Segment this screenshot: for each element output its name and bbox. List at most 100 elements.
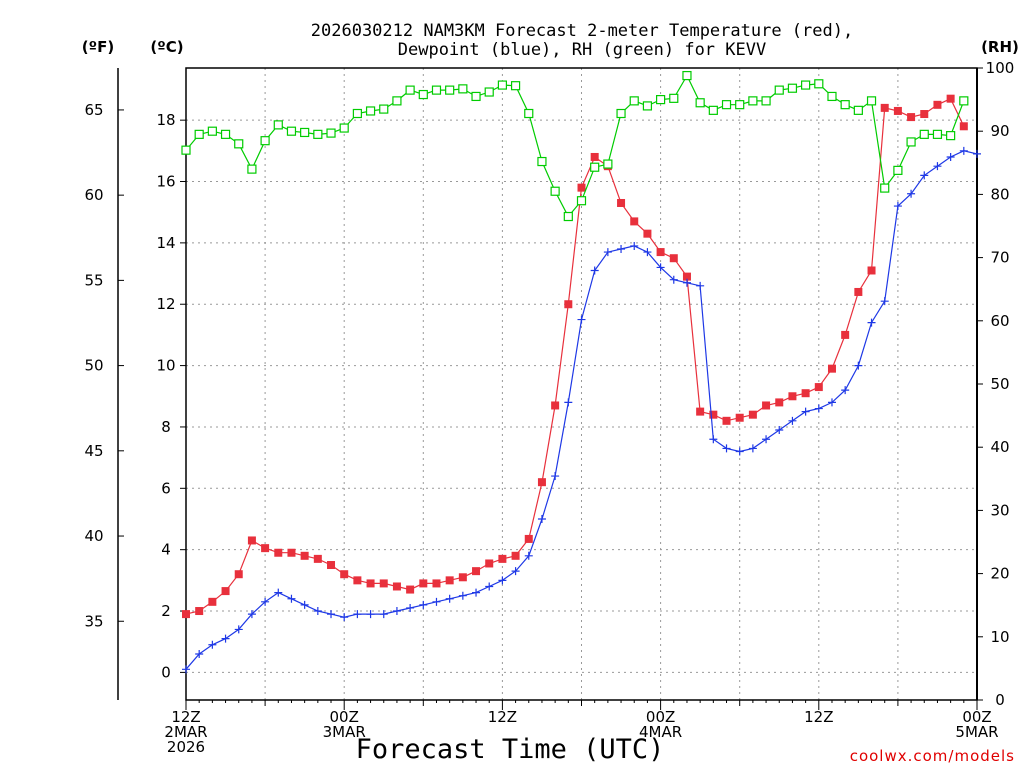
- dewpoint-point: [762, 435, 771, 444]
- 2-meter-temperature-point: [841, 330, 850, 339]
- dewpoint-point: [537, 514, 546, 523]
- dewpoint-point: [973, 149, 981, 158]
- dewpoint-point: [801, 407, 810, 416]
- 2-meter-temperature-point: [814, 383, 823, 392]
- rh-point: [431, 85, 442, 95]
- celsius-unit-label: (ºC): [150, 38, 183, 56]
- rh-point: [853, 105, 863, 115]
- rh-point: [735, 100, 745, 110]
- rh-point: [445, 85, 455, 95]
- dewpoint-point: [458, 591, 467, 600]
- rh-point: [550, 186, 560, 196]
- rh-point: [959, 96, 969, 106]
- dewpoint-point: [208, 640, 217, 649]
- rh-point: [234, 139, 244, 149]
- rh-point: [761, 96, 771, 106]
- 2-meter-temperature-point: [472, 567, 481, 576]
- rh-point: [497, 80, 507, 90]
- rh-point: [260, 136, 270, 146]
- fahrenheit-tick-label: 40: [84, 527, 103, 545]
- fahrenheit-tick-label: 50: [84, 357, 103, 375]
- 2-meter-temperature-point: [709, 410, 718, 419]
- rh-point: [866, 96, 877, 106]
- dewpoint-point: [287, 594, 296, 603]
- dewpoint-point: [472, 588, 481, 597]
- rh-tick-label: 70: [990, 249, 1009, 267]
- rh-point: [405, 85, 415, 95]
- dewpoint-point: [920, 171, 929, 180]
- rh-point: [207, 126, 217, 136]
- dewpoint-point: [511, 567, 520, 576]
- rh-point: [326, 128, 336, 138]
- dewpoint-point: [617, 245, 626, 254]
- dewpoint-point: [182, 665, 190, 674]
- rh-point: [524, 108, 534, 119]
- dewpoint-point: [854, 361, 863, 370]
- x-tick-label: 4MAR: [639, 723, 682, 741]
- rh-point: [616, 108, 626, 119]
- dewpoint-point: [432, 597, 441, 606]
- rh-point: [721, 100, 732, 110]
- 2-meter-temperature-point: [406, 585, 415, 594]
- 2-meter-temperature-point: [920, 110, 929, 119]
- 2-meter-temperature-point: [300, 551, 309, 560]
- dewpoint-point: [406, 603, 415, 612]
- fahrenheit-tick-label: 45: [84, 442, 103, 460]
- dewpoint-point: [722, 444, 731, 453]
- rh-point: [655, 94, 666, 105]
- rh-point: [273, 120, 283, 130]
- fahrenheit-tick-label: 55: [84, 271, 103, 289]
- 2-meter-temperature-point: [419, 579, 428, 588]
- dewpoint-point: [485, 582, 494, 591]
- celsius-tick-label: 0: [161, 663, 171, 681]
- dewpoint-point: [524, 551, 533, 560]
- dewpoint-point: [313, 607, 322, 616]
- rh-point: [286, 126, 297, 136]
- dewpoint-point: [603, 248, 612, 257]
- rh-point: [919, 129, 929, 139]
- rh-point: [827, 91, 837, 102]
- dewpoint-point: [353, 610, 362, 619]
- 2-meter-temperature-point: [590, 152, 599, 161]
- 2-meter-temperature-point: [445, 576, 454, 585]
- dewpoint-point: [274, 588, 283, 597]
- celsius-tick-label: 6: [161, 479, 171, 497]
- 2-meter-temperature-point: [564, 300, 573, 309]
- dewpoint-point: [445, 594, 454, 603]
- rh-point: [629, 96, 639, 106]
- dewpoint-point: [814, 404, 823, 413]
- dewpoint-point: [590, 266, 599, 275]
- dewpoint-point: [893, 202, 902, 211]
- 2-meter-temperature-point: [907, 113, 916, 122]
- rh-point: [682, 70, 692, 81]
- x-axis-label: Forecast Time (UTC): [356, 734, 665, 765]
- rh-point: [563, 211, 573, 222]
- 2-meter-temperature-point: [788, 392, 797, 401]
- 2-meter-temperature-point: [485, 559, 494, 568]
- 2-meter-temperature-point: [893, 106, 902, 115]
- rh-tick-label: 20: [990, 565, 1009, 583]
- celsius-tick-label: 16: [156, 173, 175, 191]
- 2-meter-temperature-point: [261, 544, 270, 553]
- dewpoint-point: [933, 162, 942, 171]
- 2-meter-temperature-point: [656, 248, 665, 257]
- 2-meter-temperature-point: [762, 401, 771, 410]
- rh-point: [801, 80, 811, 90]
- x-tick-label: 00Z: [330, 708, 359, 726]
- dewpoint-point: [748, 444, 757, 453]
- dewpoint-point: [656, 263, 665, 272]
- rh-point: [642, 101, 653, 111]
- rh-point: [510, 81, 521, 91]
- fahrenheit-tick-label: 35: [84, 612, 103, 630]
- 2-meter-temperature-point: [274, 548, 283, 557]
- rh-tick-label: 30: [990, 501, 1009, 519]
- rh-point: [603, 159, 613, 169]
- 2-meter-temperature-point: [577, 183, 586, 192]
- dewpoint-point: [643, 248, 652, 257]
- 2-meter-temperature-point: [353, 576, 362, 585]
- 2-meter-temperature-point: [234, 570, 243, 579]
- dewpoint-point: [327, 610, 336, 619]
- rh-point: [379, 104, 389, 114]
- rh-point: [814, 79, 824, 89]
